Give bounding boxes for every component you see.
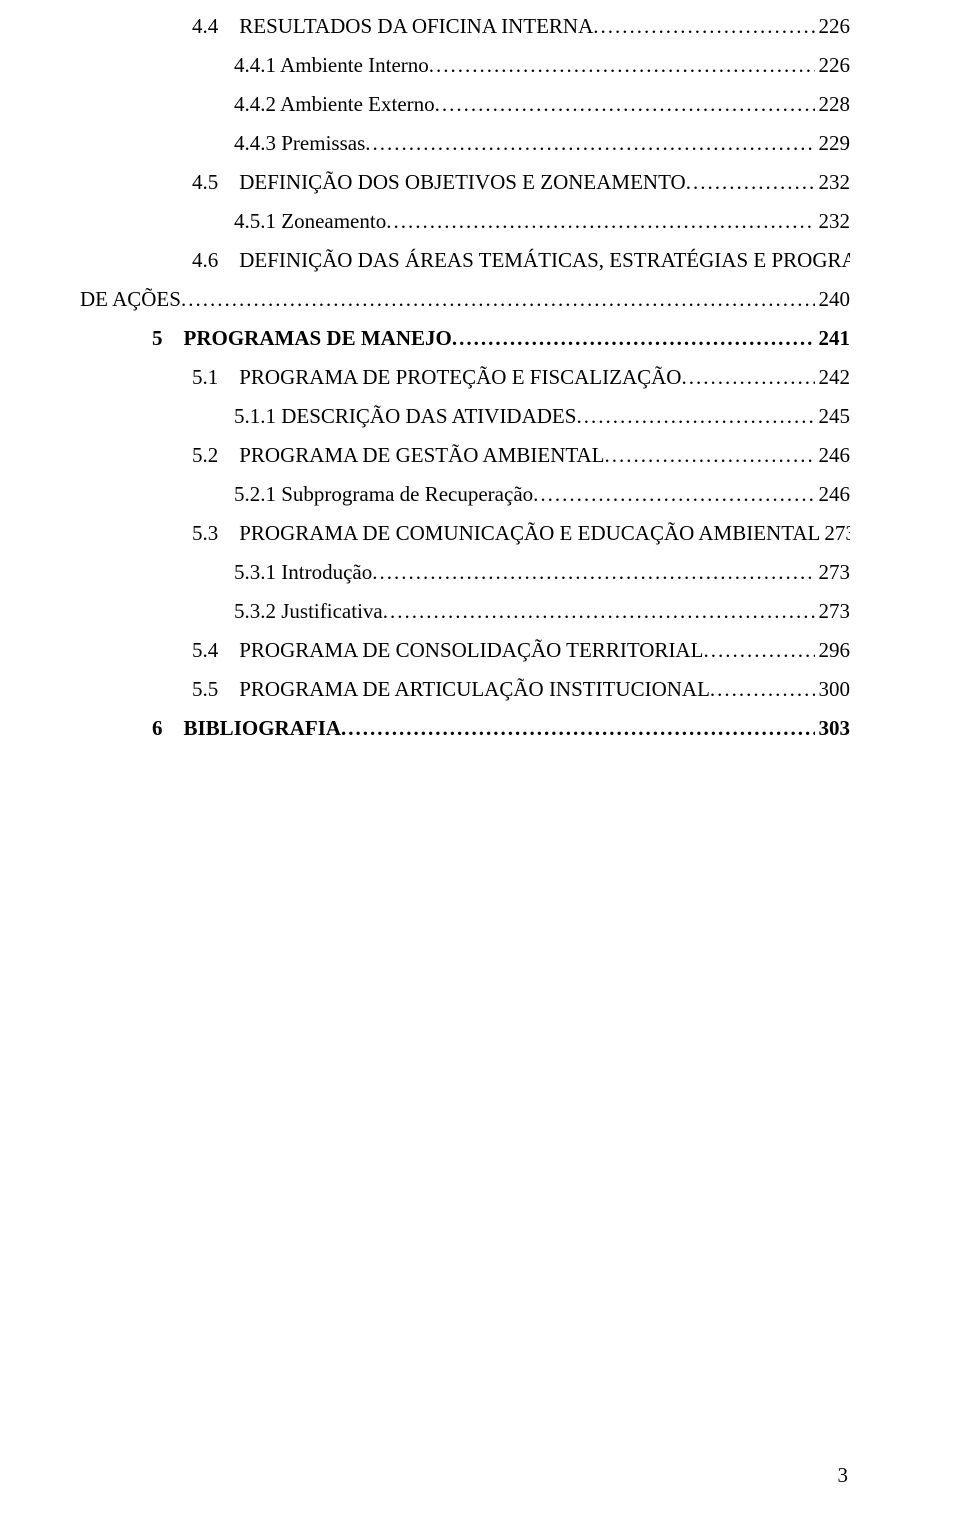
toc-entry: 4.5.1 Zoneamento 232 [128,209,850,234]
toc-entry: 5.3 PROGRAMA DE COMUNICAÇÃO E EDUCAÇÃO A… [128,521,850,546]
toc-label: 4.6 DEFINIÇÃO DAS ÁREAS TEMÁTICAS, ESTRA… [192,248,850,273]
toc-leader-dots [365,131,814,156]
toc-leader-dots [703,638,814,663]
toc-entry: 5.3.1 Introdução 273 [128,560,850,585]
toc-entry: 4.4.3 Premissas 229 [128,131,850,156]
toc-leader-dots [181,287,815,312]
toc-page-number: 273 [820,521,850,546]
toc-label: 5.5 PROGRAMA DE ARTICULAÇÃO INSTITUCIONA… [192,677,710,702]
toc-entry: 5.4 PROGRAMA DE CONSOLIDAÇÃO TERRITORIAL… [128,638,850,663]
toc-label: 4.4.3 Premissas [234,131,365,156]
toc-page-number: 242 [815,365,851,390]
toc-label: 5.3.1 Introdução [234,560,372,585]
toc-entry: 5.3.2 Justificativa 273 [128,599,850,624]
toc-entry-continuation: DE AÇÕES 240 [80,287,850,312]
toc-entry: 4.6 DEFINIÇÃO DAS ÁREAS TEMÁTICAS, ESTRA… [128,248,850,273]
toc-label: 4.4.2 Ambiente Externo [234,92,435,117]
toc-leader-dots [686,170,815,195]
toc-entry: 4.5 DEFINIÇÃO DOS OBJETIVOS E ZONEAMENTO… [128,170,850,195]
toc-leader-dots [452,326,815,351]
toc-leader-dots [429,53,815,78]
toc-leader-dots [605,443,815,468]
toc-page-number: 245 [815,404,851,429]
toc-label: 4.5 DEFINIÇÃO DOS OBJETIVOS E ZONEAMENTO [192,170,686,195]
toc-page-number: 229 [815,131,851,156]
toc-entry: 5.1 PROGRAMA DE PROTEÇÃO E FISCALIZAÇÃO 2… [128,365,850,390]
toc-page-number: 246 [815,443,851,468]
toc-page-number: 296 [815,638,851,663]
toc-entry: 4.4 RESULTADOS DA OFICINA INTERNA 226 [128,14,850,39]
toc-page-number: 300 [815,677,851,702]
toc-page-number: 240 [815,287,851,312]
toc-page-number: 226 [815,14,851,39]
toc-label: 5.1.1 DESCRIÇÃO DAS ATIVIDADES [234,404,576,429]
toc-leader-dots [341,716,814,741]
document-page: 4.4 RESULTADOS DA OFICINA INTERNA2264.4.… [0,14,960,1534]
toc-leader-dots [576,404,814,429]
toc-page-number: 241 [815,326,851,351]
toc-page-number: 303 [815,716,851,741]
table-of-contents: 4.4 RESULTADOS DA OFICINA INTERNA2264.4.… [128,14,850,741]
toc-entry: 5 PROGRAMAS DE MANEJO 241 [128,326,850,351]
toc-entry: 5.2.1 Subprograma de Recuperação 246 [128,482,850,507]
toc-page-number: 228 [815,92,851,117]
toc-entry: 5.1.1 DESCRIÇÃO DAS ATIVIDADES 245 [128,404,850,429]
toc-page-number: 232 [815,170,851,195]
toc-entry: 4.4.2 Ambiente Externo 228 [128,92,850,117]
toc-page-number: 232 [815,209,851,234]
toc-leader-dots [681,365,814,390]
toc-leader-dots [533,482,814,507]
toc-entry: 4.4.1 Ambiente Interno 226 [128,53,850,78]
toc-page-number: 226 [815,53,851,78]
toc-label: 6 BIBLIOGRAFIA [152,716,341,741]
toc-entry: 5.5 PROGRAMA DE ARTICULAÇÃO INSTITUCIONA… [128,677,850,702]
toc-label: DE AÇÕES [80,287,181,312]
toc-page-number: 246 [815,482,851,507]
toc-entry: 5.2 PROGRAMA DE GESTÃO AMBIENTAL 246 [128,443,850,468]
toc-page-number: 273 [815,560,851,585]
toc-leader-dots [435,92,815,117]
toc-leader-dots [383,599,815,624]
toc-leader-dots [372,560,814,585]
toc-label: 5.4 PROGRAMA DE CONSOLIDAÇÃO TERRITORIAL [192,638,703,663]
toc-label: 4.4 RESULTADOS DA OFICINA INTERNA [192,14,593,39]
toc-label: 4.5.1 Zoneamento [234,209,386,234]
toc-label: 5.3.2 Justificativa [234,599,383,624]
toc-label: 5.1 PROGRAMA DE PROTEÇÃO E FISCALIZAÇÃO [192,365,681,390]
toc-page-number: 273 [815,599,851,624]
toc-entry: 6 BIBLIOGRAFIA 303 [128,716,850,741]
toc-leader-dots [593,14,814,39]
toc-label: 5.2 PROGRAMA DE GESTÃO AMBIENTAL [192,443,605,468]
toc-leader-dots [386,209,814,234]
toc-label: 5 PROGRAMAS DE MANEJO [152,326,452,351]
toc-label: 5.3 PROGRAMA DE COMUNICAÇÃO E EDUCAÇÃO A… [192,521,820,546]
toc-leader-dots [710,677,815,702]
toc-label: 4.4.1 Ambiente Interno [234,53,429,78]
toc-label: 5.2.1 Subprograma de Recuperação [234,482,533,507]
page-number: 3 [838,1463,849,1488]
